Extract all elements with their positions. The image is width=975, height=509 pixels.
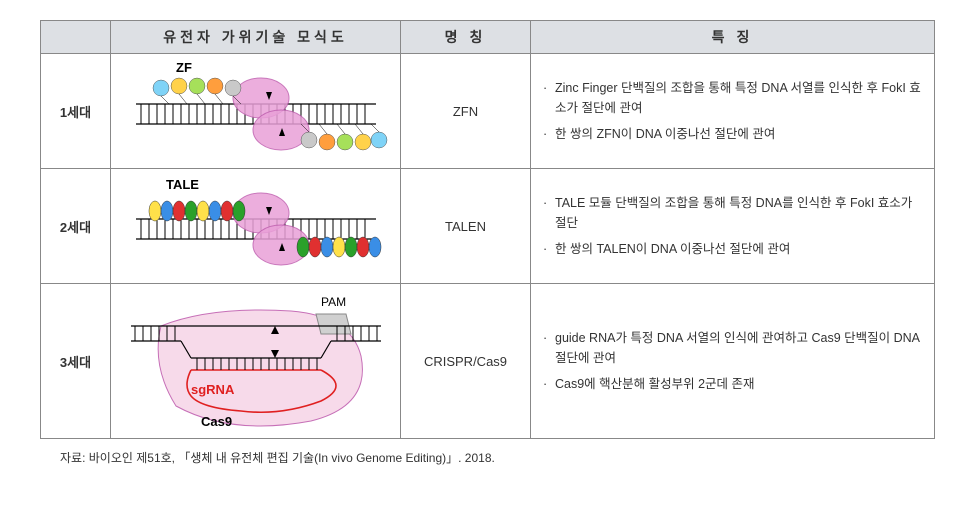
features-crispr: ·guide RNA가 특정 DNA 서열의 인식에 관여하고 Cas9 단백질… bbox=[531, 284, 935, 439]
name-crispr: CRISPR/Cas9 bbox=[401, 284, 531, 439]
gen-label: 2세대 bbox=[41, 169, 111, 284]
header-blank bbox=[41, 21, 111, 54]
name-zfn: ZFN bbox=[401, 54, 531, 169]
svg-text:PAM: PAM bbox=[321, 295, 346, 309]
gen-label: 3세대 bbox=[41, 284, 111, 439]
table-row: 1세대 bbox=[41, 54, 935, 169]
header-features: 특 징 bbox=[531, 21, 935, 54]
diagram-zfn: ZF bbox=[111, 54, 401, 169]
features-talen: ·TALE 모듈 단백질의 조합을 통해 특정 DNA를 인식한 후 FokI … bbox=[531, 169, 935, 284]
header-name: 명 칭 bbox=[401, 21, 531, 54]
svg-text:ZF: ZF bbox=[176, 60, 192, 75]
name-talen: TALEN bbox=[401, 169, 531, 284]
gen-label: 1세대 bbox=[41, 54, 111, 169]
svg-text:Cas9: Cas9 bbox=[201, 414, 232, 429]
svg-text:sgRNA: sgRNA bbox=[191, 382, 235, 397]
source-citation: 자료: 바이오인 제51호, 「생체 내 유전체 편집 기술(In vivo G… bbox=[40, 449, 935, 466]
diagram-crispr: PAM bbox=[111, 284, 401, 439]
header-diagram: 유전자 가위기술 모식도 bbox=[111, 21, 401, 54]
diagram-talen: TALE bbox=[111, 169, 401, 284]
table-row: 3세대 PAM bbox=[41, 284, 935, 439]
table-row: 2세대 bbox=[41, 169, 935, 284]
gene-editing-table: 유전자 가위기술 모식도 명 칭 특 징 1세대 bbox=[40, 20, 935, 439]
svg-text:TALE: TALE bbox=[166, 177, 199, 192]
features-zfn: ·Zinc Finger 단백질의 조합을 통해 특정 DNA 서열를 인식한 … bbox=[531, 54, 935, 169]
